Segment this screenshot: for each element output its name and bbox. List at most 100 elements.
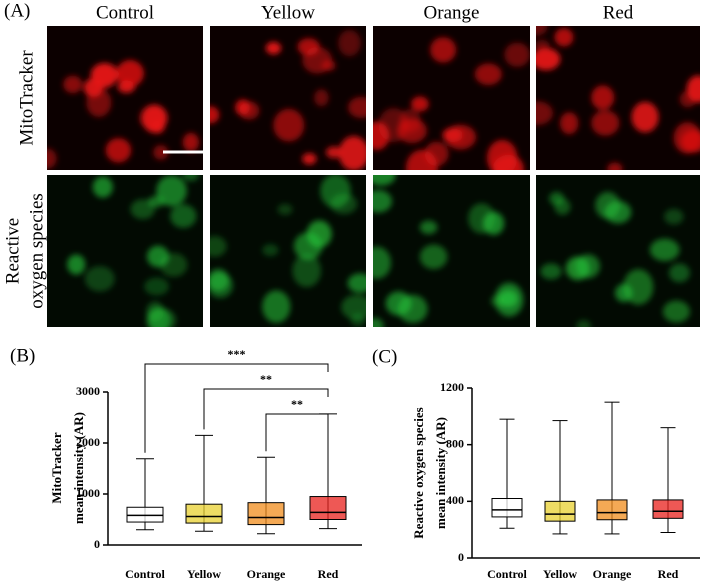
cell — [536, 101, 554, 126]
x-tick-label: Yellow — [543, 567, 577, 581]
significance-bracket — [265, 413, 329, 452]
cell — [156, 175, 187, 207]
cell — [348, 96, 366, 119]
panel-label: (C) — [372, 346, 397, 367]
cell — [170, 204, 197, 228]
cell — [399, 109, 421, 133]
y-tick-label: 800 — [446, 436, 464, 450]
y-tick-label: 0 — [458, 550, 464, 564]
cell — [649, 238, 680, 262]
cell — [105, 138, 132, 163]
cell — [302, 153, 317, 165]
cell — [338, 136, 366, 170]
cell — [182, 132, 200, 152]
x-tick-label: Control — [125, 567, 165, 581]
cell — [405, 149, 438, 170]
cell — [540, 263, 562, 280]
y-axis-label: Reactive oxygen species — [411, 407, 426, 538]
cell — [210, 236, 227, 257]
y-tick-label: 1000 — [76, 486, 100, 500]
cell — [47, 148, 57, 169]
cell — [631, 101, 659, 133]
x-tick-label: Yellow — [187, 567, 221, 581]
cell — [330, 193, 358, 215]
cell — [591, 85, 615, 110]
x-tick-label: Red — [318, 567, 339, 581]
x-tick-label: Red — [658, 567, 679, 581]
column-title: Orange — [424, 2, 480, 23]
cell — [373, 246, 391, 279]
cell — [686, 75, 700, 103]
cell — [144, 277, 169, 296]
cell — [146, 307, 171, 327]
micrograph — [210, 26, 366, 170]
cell — [63, 75, 83, 94]
cell — [487, 139, 518, 170]
cells — [373, 175, 524, 327]
cell — [373, 317, 384, 327]
cell — [373, 175, 396, 186]
micrograph — [47, 26, 203, 170]
cell — [302, 47, 333, 74]
cells — [210, 175, 366, 327]
y-axis-label: mean intensity (AR) — [71, 412, 86, 524]
y-tick-label: 0 — [94, 537, 100, 551]
cell — [607, 162, 623, 170]
cells — [540, 191, 690, 327]
x-tick-label: Orange — [247, 567, 286, 581]
cell — [668, 263, 690, 283]
cell — [559, 112, 579, 135]
cells — [536, 26, 700, 170]
significance-label: *** — [228, 347, 246, 361]
micrograph — [536, 26, 700, 170]
cell — [442, 127, 463, 143]
cell — [325, 146, 342, 159]
y-tick-label: 400 — [446, 493, 464, 507]
significance-label: ** — [291, 397, 303, 411]
significance-bracket — [144, 363, 329, 453]
y-tick-label: 1200 — [440, 380, 464, 394]
box — [491, 498, 523, 518]
panel-label: (B) — [10, 345, 35, 366]
cell — [347, 273, 366, 293]
cell — [210, 106, 220, 124]
cell — [430, 37, 457, 63]
row-label: oxygen species — [26, 193, 47, 309]
box — [185, 503, 223, 524]
cell — [116, 60, 144, 87]
cell — [265, 41, 282, 55]
cell — [468, 203, 495, 234]
cell — [262, 244, 279, 257]
box — [126, 506, 164, 523]
cell — [262, 290, 291, 323]
box — [309, 496, 347, 520]
cell — [373, 189, 393, 213]
micrograph — [47, 175, 203, 327]
significance-label: ** — [260, 372, 272, 386]
cell — [576, 319, 591, 327]
cell — [662, 300, 690, 323]
cell — [153, 145, 169, 160]
cell — [373, 121, 390, 150]
cell — [615, 284, 633, 303]
cell — [92, 176, 113, 198]
cell — [504, 42, 530, 67]
cell — [536, 48, 561, 71]
cell — [595, 191, 621, 219]
micrograph — [373, 175, 530, 327]
column-title: Yellow — [261, 2, 315, 23]
image-bg — [536, 26, 700, 170]
cells — [67, 175, 199, 327]
cell — [277, 203, 293, 216]
panel-label: (A) — [4, 0, 30, 21]
column-title: Control — [96, 2, 154, 23]
micrograph — [210, 175, 366, 327]
cell — [306, 220, 332, 248]
y-tick-label: 2000 — [76, 435, 100, 449]
cell — [554, 27, 574, 47]
box — [652, 499, 684, 519]
cell — [419, 244, 448, 270]
cells — [47, 60, 200, 169]
cell — [117, 80, 136, 94]
